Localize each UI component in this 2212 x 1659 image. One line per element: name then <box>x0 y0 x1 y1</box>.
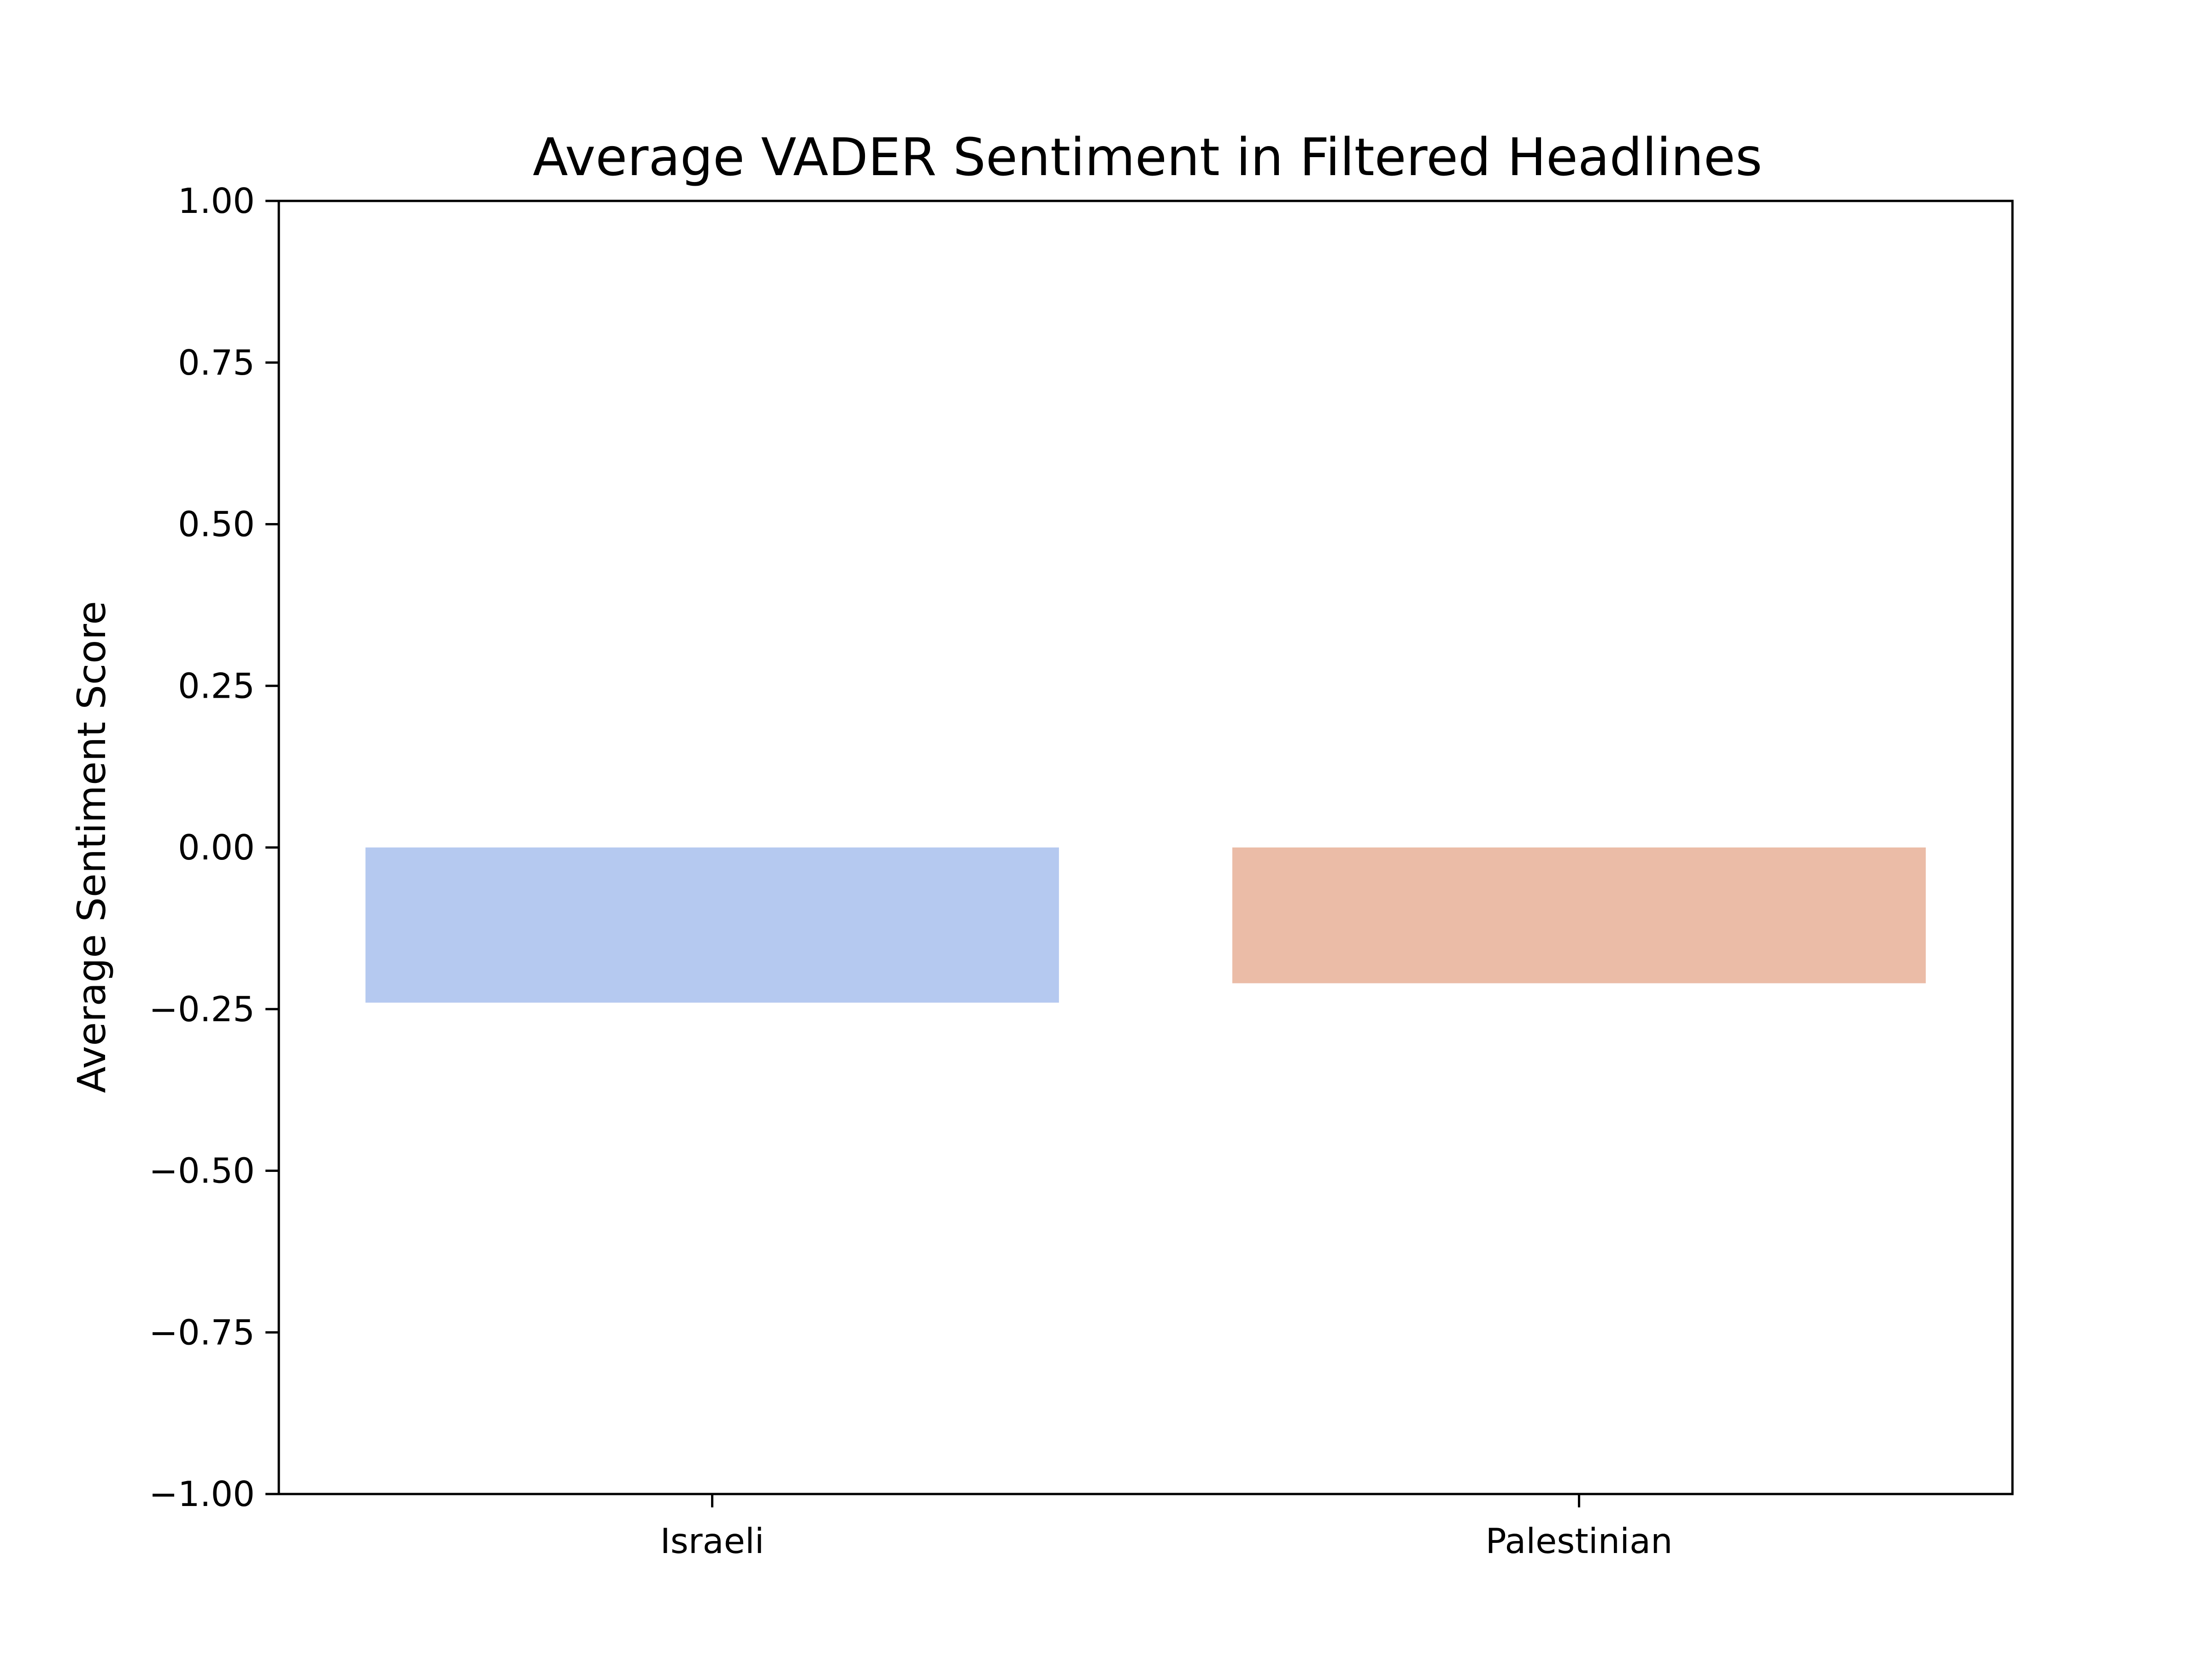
x-tick-label-israeli: Israeli <box>660 1521 765 1561</box>
y-tick-label: 0.50 <box>178 504 255 545</box>
y-tick-label: 0.25 <box>178 665 255 706</box>
y-tick-label: −0.25 <box>149 989 255 1030</box>
y-tick-label: 0.75 <box>178 342 255 383</box>
chart-title: Average VADER Sentiment in Filtered Head… <box>533 128 1762 188</box>
y-tick-label: −0.75 <box>149 1312 255 1353</box>
y-tick-label: 1.00 <box>178 181 255 221</box>
y-tick-label: −1.00 <box>149 1474 255 1514</box>
bars-group <box>365 847 1926 1003</box>
plot-frame <box>277 200 2014 1495</box>
y-tick-label: 0.00 <box>178 827 255 868</box>
y-axis-label: Average Sentiment Score <box>69 601 114 1093</box>
x-tick-label-palestinian: Palestinian <box>1486 1521 1673 1561</box>
y-axis: 1.00 0.75 0.50 0.25 0.00 −0.25 −0.50 −0.75 −1.00 <box>149 181 279 1514</box>
bar-palestinian <box>1232 847 1926 983</box>
x-axis: Israeli Palestinian <box>660 1494 1673 1561</box>
bar-israeli <box>365 847 1059 1003</box>
y-tick-label: −0.50 <box>149 1151 255 1191</box>
